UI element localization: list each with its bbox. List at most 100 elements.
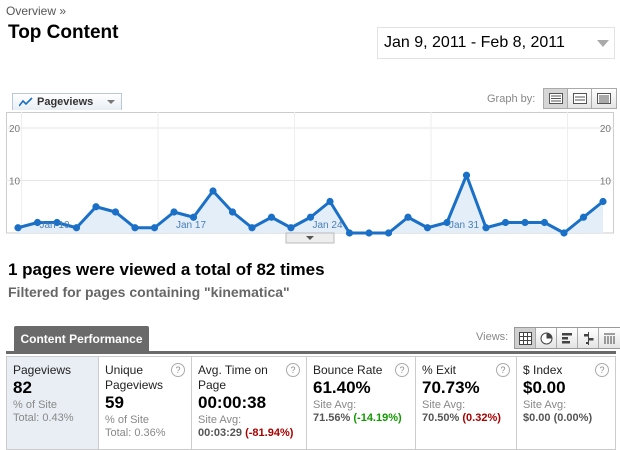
view-type-toggle xyxy=(514,327,620,349)
data-point xyxy=(33,218,42,227)
metric-site-avg: 00:03:29 (-81.94%) xyxy=(198,427,294,439)
series-area xyxy=(18,175,603,233)
pageviews-chart: 20 20 10 10 Jan 10 Jan 17 Jan 24 Jan 31 xyxy=(6,112,614,244)
date-range-picker[interactable]: Jan 9, 2011 - Feb 8, 2011 xyxy=(377,27,615,59)
data-point xyxy=(189,213,198,221)
metric-subtitle: % of Site xyxy=(105,414,150,426)
month-icon xyxy=(597,93,611,104)
views-label: Views: xyxy=(476,331,509,343)
help-icon[interactable]: ? xyxy=(286,363,300,377)
metric-bounce-rate[interactable]: Bounce Rate 61.40% Site Avg: 71.56% (-14… xyxy=(306,356,415,450)
metric-value: 59 xyxy=(105,393,124,412)
data-point xyxy=(521,218,529,227)
metric-subtitle: % of Site xyxy=(13,399,58,411)
data-point xyxy=(267,213,276,221)
metric-selector[interactable]: Pageviews xyxy=(12,93,122,110)
x-tick-label: Jan 10 xyxy=(40,220,70,231)
pivot-view-button[interactable] xyxy=(599,328,620,348)
data-point xyxy=(579,213,588,221)
day-icon xyxy=(548,93,563,104)
metric-value: 00:00:38 xyxy=(198,393,267,412)
data-point xyxy=(443,218,451,227)
metric-title: Avg. Time on Page xyxy=(198,363,268,392)
metric-total: Total: 0.43% xyxy=(13,412,74,424)
pie-view-button[interactable] xyxy=(536,328,557,348)
graph-by-month-button[interactable] xyxy=(592,89,616,108)
metric-site-avg: 70.50% (0.32%) xyxy=(422,412,501,424)
x-tick-label: Jan 24 xyxy=(313,220,343,231)
data-point xyxy=(365,229,373,237)
graph-by-day-button[interactable] xyxy=(544,89,568,108)
metric-value: 70.73% xyxy=(422,378,480,397)
y-tick-label-right: 20 xyxy=(600,124,612,135)
content-performance-metrics: Pageviews 82 % of Site Total: 0.43% Uniq… xyxy=(6,356,616,450)
metric-exit[interactable]: % Exit 70.73% Site Avg: 70.50% (0.32%) ? xyxy=(415,356,516,450)
data-point xyxy=(462,171,471,179)
data-point xyxy=(384,229,393,237)
pie-chart-icon xyxy=(540,332,552,344)
metric-title: Unique Pageviews xyxy=(105,363,164,392)
data-point xyxy=(560,229,568,237)
data-point xyxy=(92,203,100,211)
data-point xyxy=(540,218,549,227)
metric-site-avg: $0.00 (0.00%) xyxy=(523,412,593,424)
y-tick-label-left: 20 xyxy=(9,124,21,135)
help-icon[interactable]: ? xyxy=(395,363,409,377)
metric-value: 61.40% xyxy=(313,378,371,397)
data-point xyxy=(423,224,432,232)
tab-divider xyxy=(6,351,616,354)
bar-chart-icon xyxy=(561,332,572,343)
data-point xyxy=(599,197,607,206)
y-tick-label-left: 10 xyxy=(9,177,21,188)
metric-value: 82 xyxy=(13,378,32,397)
data-point xyxy=(404,213,412,221)
data-point xyxy=(326,197,334,206)
bar-view-button[interactable] xyxy=(557,328,578,348)
week-icon xyxy=(572,93,587,104)
comparison-icon xyxy=(583,331,593,345)
line-chart-icon xyxy=(19,97,33,107)
metric-subtitle: Site Avg: xyxy=(523,399,567,411)
metric-value: $0.00 xyxy=(523,378,566,397)
chevron-down-icon[interactable] xyxy=(592,28,614,58)
help-icon[interactable]: ? xyxy=(171,363,185,377)
data-point xyxy=(345,229,354,237)
graph-by-week-button[interactable] xyxy=(568,89,592,108)
data-point xyxy=(306,213,315,221)
date-range-text: Jan 9, 2011 - Feb 8, 2011 xyxy=(384,34,565,51)
metric-title: Bounce Rate xyxy=(313,363,383,377)
data-point xyxy=(150,224,159,232)
data-point xyxy=(248,224,256,232)
metric-title: Pageviews xyxy=(13,363,72,377)
metric-subtitle: Site Avg: xyxy=(422,399,466,411)
metric-dollar-index[interactable]: $ Index $0.00 Site Avg: $0.00 (0.00%) ? xyxy=(516,356,616,450)
data-point xyxy=(131,224,139,232)
metric-avg-time-on-page[interactable]: Avg. Time on Page 00:00:38 Site Avg: 00:… xyxy=(191,356,306,450)
data-point xyxy=(111,208,120,216)
x-tick-label: Jan 17 xyxy=(176,220,206,231)
graph-by-toggle xyxy=(543,88,617,109)
y-tick-label-right: 10 xyxy=(600,177,612,188)
data-point xyxy=(482,224,490,232)
data-point xyxy=(53,218,61,227)
table-view-button[interactable] xyxy=(515,328,536,348)
data-point xyxy=(287,224,295,232)
metric-title: % Exit xyxy=(422,363,457,377)
help-icon[interactable]: ? xyxy=(496,363,510,377)
data-point xyxy=(209,187,217,195)
data-point xyxy=(72,224,81,232)
chevron-down-icon xyxy=(107,100,115,104)
metric-unique-pageviews[interactable]: Unique Pageviews 59 % of Site Total: 0.3… xyxy=(98,356,191,450)
x-tick-label: Jan 31 xyxy=(449,220,479,231)
breadcrumb[interactable]: Overview » xyxy=(6,4,67,18)
metric-pageviews[interactable]: Pageviews 82 % of Site Total: 0.43% xyxy=(6,356,98,450)
comparison-view-button[interactable] xyxy=(578,328,599,348)
tab-content-performance[interactable]: Content Performance xyxy=(14,326,149,352)
table-icon xyxy=(518,331,532,345)
data-point xyxy=(170,208,178,216)
metric-selector-label: Pageviews xyxy=(37,96,94,108)
summary-headline: 1 pages were viewed a total of 82 times xyxy=(8,260,325,279)
chevron-down-icon xyxy=(306,236,314,240)
filter-description: Filtered for pages containing "kinematic… xyxy=(8,284,290,300)
help-icon[interactable]: ? xyxy=(595,363,609,377)
